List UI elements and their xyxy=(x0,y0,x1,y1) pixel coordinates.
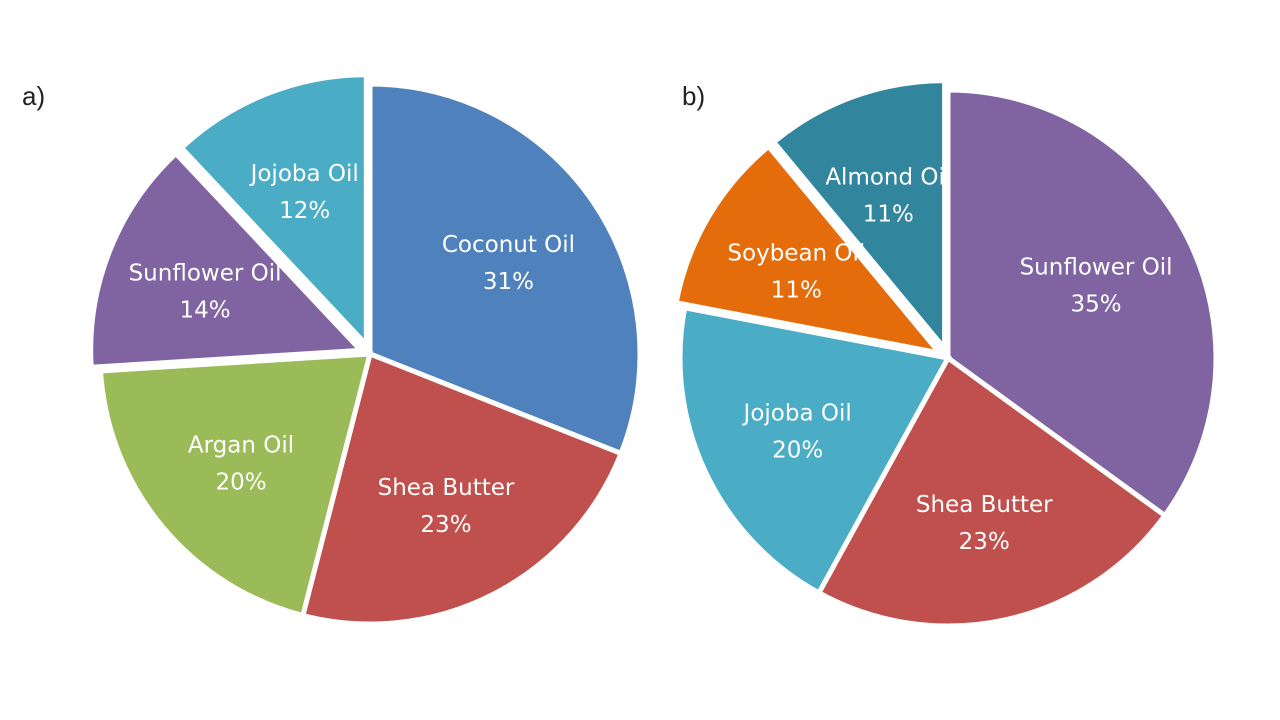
slice-category-label: Jojoba Oil xyxy=(742,401,852,427)
slice-percent-label: 12% xyxy=(279,198,330,224)
pie-slice-jojoba-oil xyxy=(677,304,952,597)
slice-percent-label: 23% xyxy=(959,529,1010,555)
slice-percent-label: 31% xyxy=(483,269,534,295)
panel-label-b: b) xyxy=(682,81,705,111)
slice-percent-label: 20% xyxy=(215,470,266,496)
pie-slice-sunflower-oil xyxy=(88,149,367,370)
slice-category-label: Soybean Oil xyxy=(727,240,865,266)
pie-chart-a: a) Coconut Oil 31% Shea Butter 23% Argan Oil… xyxy=(22,72,643,627)
pie-slice-sunflower-oil xyxy=(945,87,1219,520)
pie-slice-argan-oil xyxy=(97,351,374,619)
pie-chart-b: b) Sunflower Oil 35% Shea Butter 23% Jojoba … xyxy=(673,78,1219,629)
slice-category-label: Shea Butter xyxy=(378,475,515,501)
pie-slice-jojoba-oil xyxy=(177,72,369,352)
pie-slice-almond-oil xyxy=(770,78,948,356)
slice-category-label: Shea Butter xyxy=(916,492,1053,518)
slice-percent-label: 20% xyxy=(772,438,823,464)
slice-percent-label: 14% xyxy=(179,298,230,324)
slice-category-label: Almond Oil xyxy=(825,164,951,190)
slice-category-label: Coconut Oil xyxy=(442,232,575,258)
pie-slice-coconut-oil xyxy=(367,81,643,457)
pie-slice-shea-butter xyxy=(299,350,625,627)
slice-percent-label: 11% xyxy=(771,277,822,303)
slice-category-label: Jojoba Oil xyxy=(249,161,359,187)
slice-percent-label: 23% xyxy=(420,512,471,538)
slice-category-label: Sunflower Oil xyxy=(1020,255,1173,281)
pie-slice-shea-butter xyxy=(815,354,1169,629)
panel-label-a: a) xyxy=(22,81,45,111)
slice-percent-label: 11% xyxy=(863,201,914,227)
pie-slice-soybean-oil xyxy=(673,142,946,357)
slice-category-label: Argan Oil xyxy=(188,433,294,459)
slice-percent-label: 35% xyxy=(1070,292,1121,318)
slice-category-label: Sunflower Oil xyxy=(129,261,282,287)
